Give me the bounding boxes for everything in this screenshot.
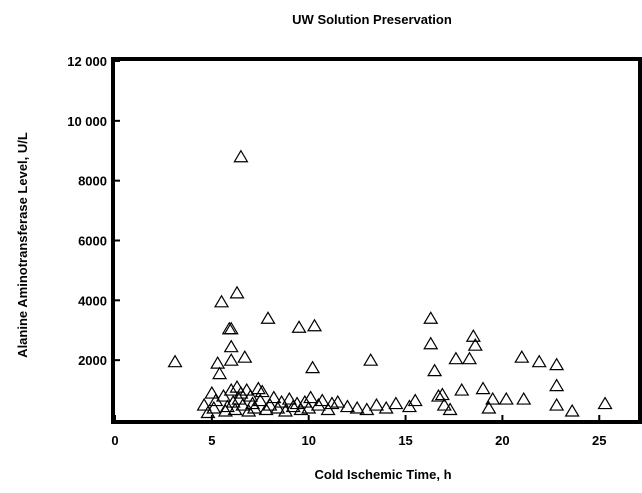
x-tick-label: 0 — [111, 433, 118, 448]
y-tick-label: 12 000 — [67, 54, 107, 69]
data-point-triangle — [310, 397, 326, 411]
data-point-triangle — [250, 381, 266, 395]
y-tick-label: 6000 — [78, 234, 107, 249]
data-point-triangle — [204, 385, 220, 399]
y-tick-label: 4000 — [78, 293, 107, 308]
y-axis-ticks: 2000 4000 6000 8000 10 000 12 000 — [67, 54, 120, 368]
data-point-triangle — [227, 402, 243, 416]
data-point-triangle — [564, 403, 580, 417]
data-point-triangle — [349, 400, 365, 414]
data-point-triangle — [262, 397, 278, 411]
data-point-triangle — [217, 403, 233, 417]
data-point-triangle — [223, 321, 239, 335]
data-point-triangle — [475, 381, 491, 395]
data-point-triangle — [241, 403, 257, 417]
data-point-triangle — [167, 354, 183, 368]
data-point-triangle — [330, 394, 346, 408]
data-point-triangle — [306, 318, 323, 332]
data-point-triangle — [324, 396, 340, 410]
data-point-triangle — [597, 396, 613, 410]
data-point-triangle — [434, 387, 450, 401]
data-point-triangle — [285, 399, 301, 413]
data-point-triangle — [481, 400, 497, 414]
data-point-triangle — [467, 338, 483, 351]
data-point-triangle — [531, 354, 547, 368]
data-point-triangle — [229, 285, 245, 299]
data-point-triangle — [549, 397, 565, 411]
data-point-triangle — [291, 320, 307, 333]
x-tick-label: 20 — [495, 433, 509, 448]
data-point-triangle — [252, 393, 268, 407]
data-point-triangle — [235, 397, 251, 411]
data-point-triangle — [219, 399, 235, 413]
plot-frame — [111, 57, 642, 424]
data-point-triangle — [549, 378, 565, 392]
data-point-triangle — [368, 397, 385, 411]
y-tick-label: 2000 — [78, 353, 107, 368]
data-point-triangle — [237, 349, 253, 363]
data-point-triangle — [210, 355, 226, 369]
x-tick-label: 15 — [398, 433, 412, 448]
data-point-triangle — [212, 366, 228, 380]
x-tick-label: 10 — [301, 433, 315, 448]
data-point-triangle — [301, 400, 317, 414]
data-point-triangle — [423, 311, 439, 324]
y-tick-label: 10 000 — [67, 114, 107, 129]
data-point-triangle — [200, 405, 216, 419]
data-point-triangle — [233, 149, 249, 163]
data-point-triangle — [303, 390, 319, 404]
data-point-triangle — [229, 379, 245, 393]
data-point-triangle — [314, 393, 330, 407]
data-point-triangle — [223, 382, 239, 396]
data-point-triangle — [196, 397, 212, 411]
data-point-triangle — [213, 294, 230, 308]
data-point-triangle — [427, 363, 443, 377]
y-axis-label: Alanine Aminotransferase Level, U/L — [15, 132, 30, 358]
x-tick-label: 25 — [592, 433, 606, 448]
y-tick-label: 8000 — [78, 174, 107, 189]
x-axis-label: Cold Ischemic Time, h — [314, 467, 451, 482]
data-point-triangle — [305, 360, 321, 374]
x-tick-label: 5 — [208, 433, 215, 448]
data-point-triangle — [206, 400, 222, 414]
data-point-triangle — [239, 382, 255, 396]
data-point-triangle — [223, 339, 239, 353]
data-point-triangle — [461, 351, 478, 365]
data-point-triangle — [442, 402, 458, 416]
data-point-triangle — [516, 391, 532, 405]
data-point-triangle — [363, 352, 379, 366]
data-point-triangle — [223, 352, 239, 366]
data-point-triangle — [454, 382, 470, 396]
data-point-triangle — [339, 399, 355, 413]
data-point-triangle — [514, 349, 530, 363]
data-point-triangle — [498, 391, 514, 405]
data-point-triangle — [436, 397, 452, 411]
data-point-triangle — [297, 394, 313, 408]
data-point-triangle — [281, 391, 297, 405]
data-point-triangle — [448, 351, 464, 365]
data-point-triangle — [465, 329, 481, 342]
data-point-triangle — [208, 393, 224, 407]
data-points — [167, 149, 613, 419]
data-point-triangle — [549, 357, 565, 371]
data-point-triangle — [260, 311, 276, 324]
data-point-triangle — [423, 336, 439, 350]
x-axis-ticks: 0 5 10 15 20 25 — [111, 415, 606, 448]
data-point-triangle — [277, 403, 294, 417]
data-point-triangle — [258, 402, 274, 416]
data-point-triangle — [266, 390, 282, 404]
data-point-triangle — [485, 391, 501, 405]
data-point-triangle — [254, 384, 270, 398]
data-point-triangle — [246, 400, 263, 414]
data-point-triangle — [388, 396, 404, 410]
data-point-triangle — [430, 388, 447, 402]
data-point-triangle — [233, 385, 249, 399]
data-point-triangle — [407, 393, 423, 407]
chart-title: UW Solution Preservation — [292, 12, 452, 27]
